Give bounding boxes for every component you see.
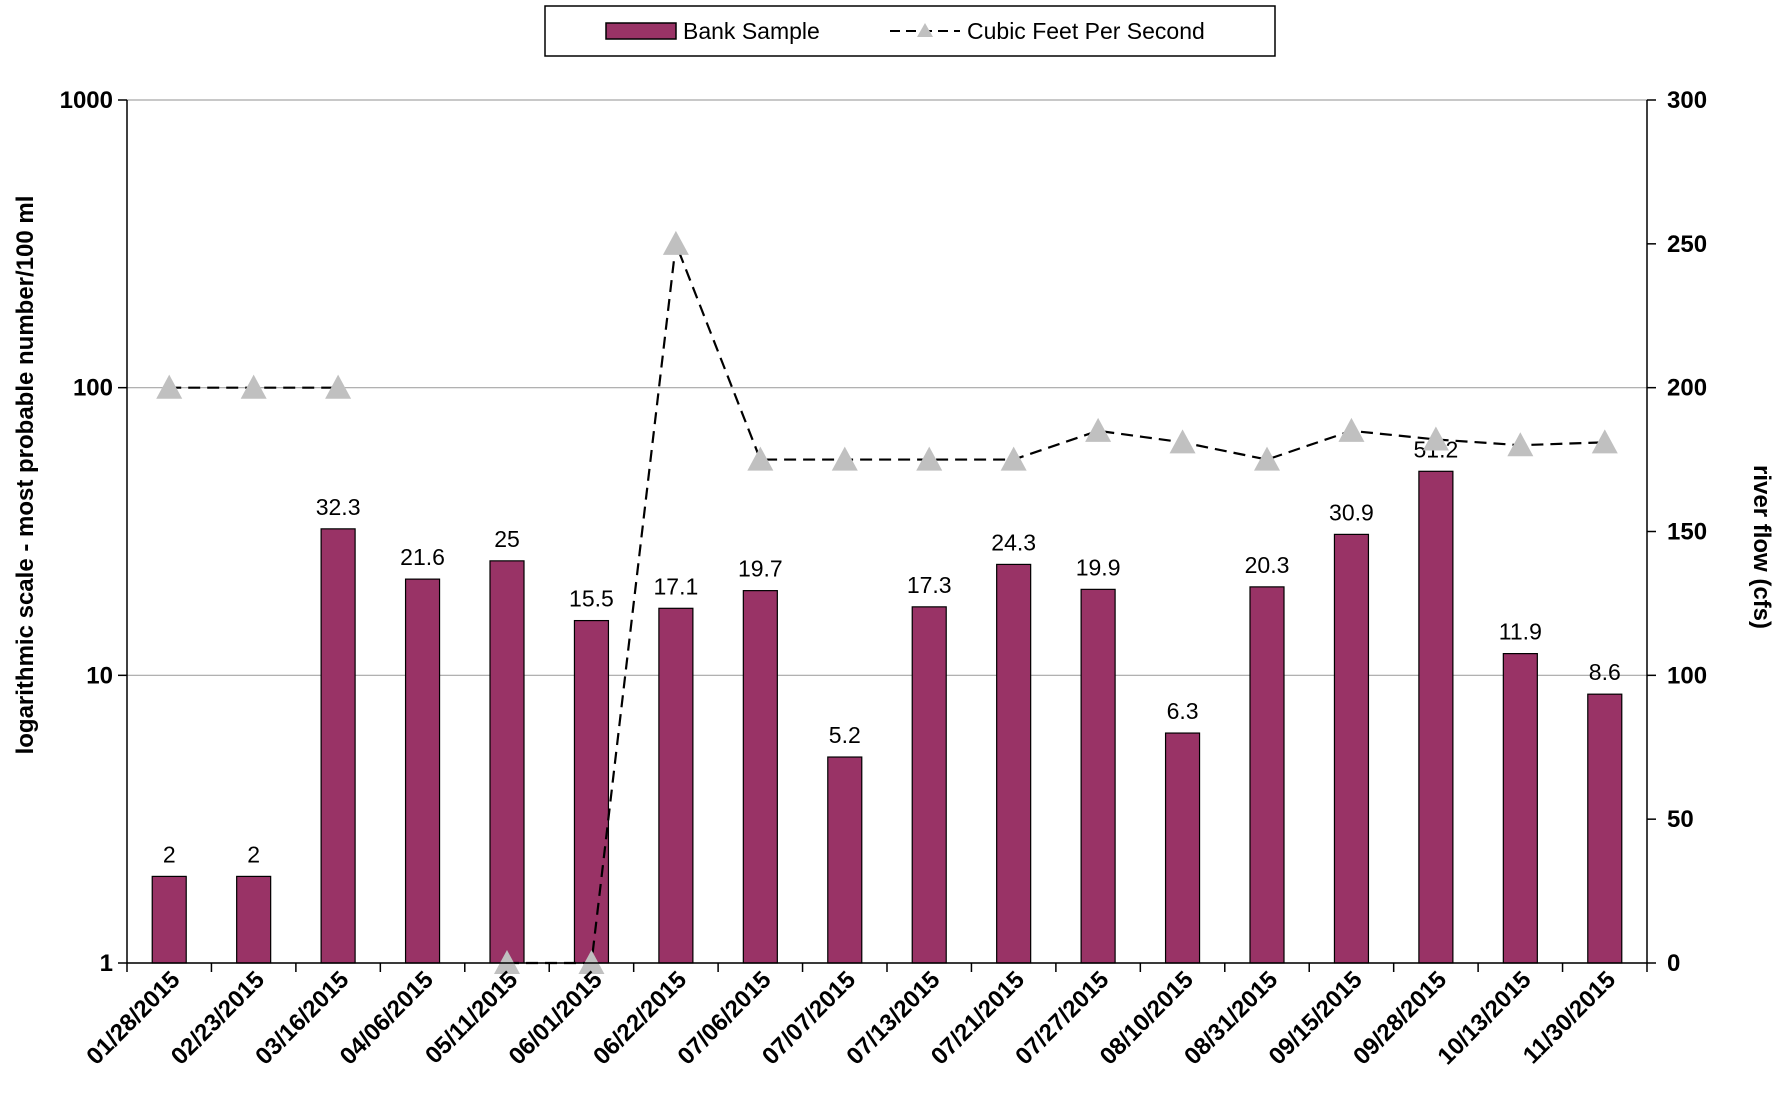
left-axis-title: logarithmic scale - most probable number…	[12, 196, 39, 755]
bar-value-label: 21.6	[400, 544, 445, 570]
bar	[1080, 588, 1116, 964]
bar	[911, 606, 947, 964]
flow-marker-triangle	[578, 950, 605, 975]
bar-value-label: 32.3	[316, 494, 361, 520]
flow-marker-triangle	[325, 374, 352, 399]
flow-marker-triangle	[1085, 417, 1112, 442]
x-axis-ticks: 01/28/201502/23/201503/16/201504/06/2015…	[81, 963, 1648, 1070]
bar	[573, 619, 610, 964]
left-tick-label: 1000	[60, 87, 113, 114]
left-axis-ticks: 1 10 100 1000	[60, 87, 127, 977]
flow-marker-triangle	[1169, 429, 1196, 454]
right-axis-title: river flow (cfs)	[1748, 465, 1773, 629]
legend-bar-swatch	[605, 22, 677, 40]
bar	[320, 528, 356, 964]
legend-line-label: Cubic Feet Per Second	[967, 18, 1205, 44]
bar-value-label: 17.1	[654, 573, 699, 599]
legend-bar-label: Bank Sample	[683, 18, 820, 44]
right-tick-label: 50	[1667, 806, 1694, 833]
bar	[151, 875, 187, 964]
legend: Bank Sample Cubic Feet Per Second	[544, 5, 1276, 57]
flow-marker-triangle	[1000, 446, 1027, 471]
bar	[1502, 653, 1538, 964]
legend-triangle-icon	[917, 23, 933, 37]
bar	[996, 563, 1032, 964]
flow-marker-triangle	[747, 446, 774, 471]
bar-series	[151, 470, 1623, 964]
left-tick-label: 10	[86, 662, 113, 689]
bar	[1249, 586, 1285, 964]
flow-marker-triangle	[1591, 429, 1618, 454]
flow-marker-triangle	[240, 374, 267, 399]
right-tick-label: 300	[1667, 87, 1707, 114]
right-tick-label: 250	[1667, 231, 1707, 258]
bar-value-label: 2	[247, 841, 260, 867]
bar-value-label: 19.9	[1076, 554, 1121, 580]
right-tick-label: 0	[1667, 950, 1680, 977]
bar-value-label: 6.3	[1167, 698, 1199, 724]
flow-marker-triangle	[916, 446, 943, 471]
bar	[742, 590, 778, 964]
bar-value-label: 2	[163, 841, 176, 867]
right-tick-label: 100	[1667, 662, 1707, 689]
left-tick-label: 1	[100, 950, 113, 977]
bar	[827, 756, 863, 964]
right-tick-label: 150	[1667, 519, 1707, 546]
flow-marker-triangle	[1254, 446, 1280, 471]
bar	[1164, 732, 1201, 964]
bar-value-label: 30.9	[1329, 499, 1374, 525]
bar	[1333, 533, 1370, 964]
bar-value-label: 15.5	[569, 586, 614, 612]
flow-marker-triangle	[1338, 417, 1365, 442]
flow-line	[507, 243, 1605, 965]
bar-value-label: 20.3	[1245, 552, 1290, 578]
flow-marker-triangle	[156, 374, 183, 399]
flow-marker-triangle	[662, 230, 689, 255]
flow-marker-triangle	[494, 950, 520, 975]
bar-value-label: 11.9	[1499, 619, 1542, 645]
right-tick-label: 200	[1667, 375, 1707, 402]
flow-marker-triangle	[1507, 432, 1534, 457]
flow-marker-triangle	[831, 446, 858, 471]
bar	[489, 560, 525, 964]
bar-value-label: 17.3	[907, 572, 952, 598]
flow-marker-triangle	[1422, 426, 1449, 451]
x-tick-label: 11/30/2015	[1518, 966, 1621, 1069]
bar	[404, 578, 441, 964]
bar	[658, 607, 694, 964]
bar	[1418, 470, 1454, 964]
bar-value-label: 8.6	[1589, 659, 1621, 685]
bar-data-labels: 2 2 32.3 21.6 25 15.5 17.1 19.7 5.2 17.3 24.3 19.9 6…	[163, 436, 1621, 867]
bar-value-label: 25	[494, 526, 520, 552]
left-tick-label: 100	[73, 375, 113, 402]
flow-series	[156, 230, 1618, 975]
bar	[236, 875, 272, 964]
bar-value-label: 19.7	[738, 556, 783, 582]
bar-value-label: 24.3	[991, 529, 1036, 555]
right-axis-ticks: 0 50 100 150 200 250 300	[1647, 87, 1707, 977]
bar-value-label: 5.2	[829, 722, 861, 748]
bar	[1587, 693, 1623, 964]
